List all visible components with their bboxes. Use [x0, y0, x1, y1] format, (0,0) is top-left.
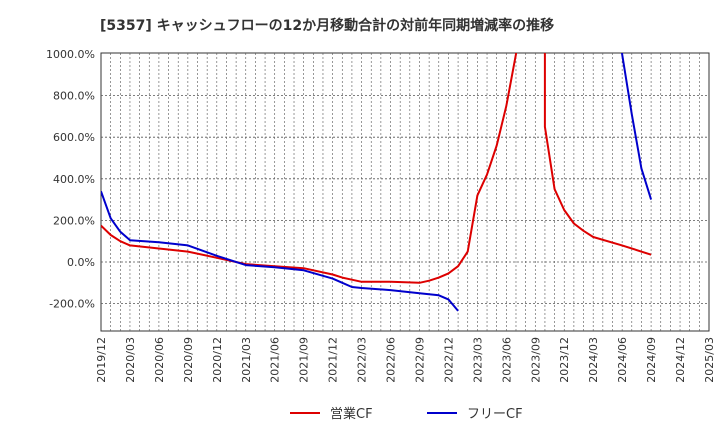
x-tick-label: 2022/06 — [385, 337, 398, 383]
y-tick-label: 600.0% — [53, 131, 95, 144]
x-tick-label: 2020/03 — [124, 337, 137, 383]
x-tick-label: 2024/06 — [616, 337, 629, 383]
x-axis: 2019/12 2020/03 2020/06 2020/09 2020/12 2021/… — [95, 337, 716, 383]
y-axis: 1000.0% 800.0% 600.0% 400.0% 200.0% 0.0% -200.… — [46, 48, 95, 311]
y-tick-label: 1000.0% — [46, 48, 95, 61]
chart-title: [5357] キャッシュフローの12か月移動合計の対前年同期増減率の推移 — [100, 17, 554, 34]
x-tick-label: 2024/09 — [645, 337, 658, 383]
y-tick-label: 400.0% — [53, 173, 95, 186]
series-line — [101, 53, 652, 284]
x-tick-label: 2021/06 — [269, 337, 282, 383]
series-line — [621, 53, 653, 200]
x-tick-label: 2022/09 — [413, 337, 426, 383]
legend: 営業CF フリーCF — [290, 406, 523, 422]
x-tick-label: 2023/12 — [558, 337, 571, 383]
x-tick-label: 2025/03 — [703, 337, 716, 383]
y-tick-label: 200.0% — [53, 214, 95, 227]
grid — [101, 53, 709, 331]
x-tick-label: 2023/06 — [500, 337, 513, 383]
legend-label: 営業CF — [330, 406, 373, 422]
x-tick-label: 2019/12 — [95, 337, 108, 383]
plot-area — [100, 52, 710, 332]
x-tick-label: 2020/09 — [182, 337, 195, 383]
x-tick-label: 2020/12 — [211, 337, 224, 383]
x-tick-label: 2023/09 — [529, 337, 542, 383]
series-line — [101, 190, 459, 312]
y-tick-label: 800.0% — [53, 90, 95, 103]
series-group — [101, 53, 653, 312]
x-tick-label: 2024/03 — [587, 337, 600, 383]
x-tick-label: 2024/12 — [674, 337, 687, 383]
x-tick-label: 2022/12 — [442, 337, 455, 383]
x-tick-label: 2020/06 — [153, 337, 166, 383]
x-tick-label: 2022/03 — [356, 337, 369, 383]
legend-label: フリーCF — [467, 407, 523, 422]
x-tick-label: 2023/03 — [471, 337, 484, 383]
x-tick-label: 2021/09 — [298, 337, 311, 383]
x-tick-label: 2021/03 — [240, 337, 253, 383]
y-tick-label: -200.0% — [49, 298, 95, 311]
x-tick-label: 2021/12 — [327, 337, 340, 383]
y-tick-label: 0.0% — [67, 256, 95, 269]
